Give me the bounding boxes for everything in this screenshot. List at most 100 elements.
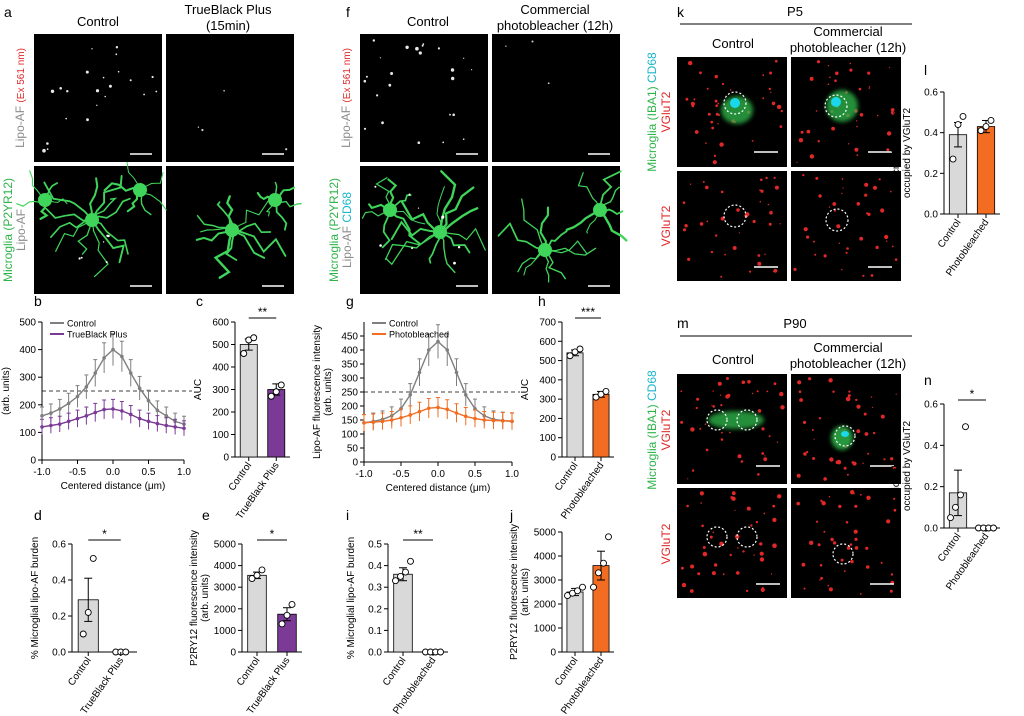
speckle bbox=[840, 558, 844, 562]
microglia-process bbox=[521, 198, 546, 251]
speckle bbox=[129, 79, 132, 82]
speckle bbox=[726, 393, 731, 398]
panel-k-row2-label: VGluT2 bbox=[659, 205, 673, 246]
data-point bbox=[155, 408, 160, 413]
speckle bbox=[91, 48, 93, 50]
data-point bbox=[250, 334, 258, 342]
y-axis-label: (arb. units) bbox=[323, 368, 334, 416]
speckle bbox=[720, 404, 723, 407]
microglia-process bbox=[565, 208, 602, 231]
x-tick-label: Control bbox=[66, 655, 94, 688]
speckle bbox=[773, 382, 777, 386]
panel-k-microglia bbox=[721, 90, 858, 232]
speckle bbox=[715, 104, 718, 107]
panel-f-lipoaf-speckles bbox=[363, 39, 550, 144]
x-tick-label: Control bbox=[381, 655, 409, 688]
panel-f-col2-header: Commercial bbox=[520, 2, 589, 17]
speckle bbox=[856, 125, 858, 128]
speckle bbox=[880, 208, 885, 213]
speckle bbox=[418, 51, 422, 55]
speckle bbox=[856, 404, 861, 409]
y-axis-label: occupied by VGluT2 bbox=[902, 421, 913, 511]
speckle bbox=[768, 87, 771, 91]
speckle bbox=[46, 142, 49, 145]
y-tick-label: 0.6 bbox=[924, 88, 938, 99]
speckle bbox=[764, 455, 766, 457]
speckle bbox=[890, 190, 892, 193]
speckle bbox=[815, 110, 818, 112]
speckle bbox=[749, 270, 752, 273]
data-point bbox=[954, 121, 962, 128]
speckle bbox=[86, 118, 89, 122]
speckle bbox=[846, 247, 849, 250]
speckle bbox=[823, 254, 827, 258]
data-point bbox=[277, 381, 285, 389]
data-point bbox=[426, 348, 431, 352]
panel-letter-g: g bbox=[346, 293, 354, 309]
data-point bbox=[40, 425, 44, 429]
data-point bbox=[407, 557, 414, 565]
microglia-process bbox=[55, 219, 93, 252]
microglia-process bbox=[91, 219, 125, 264]
panel-letter-d: d bbox=[34, 507, 42, 523]
speckle bbox=[441, 215, 445, 219]
speckle bbox=[823, 530, 826, 533]
speckle bbox=[737, 547, 739, 549]
panel-letter-n: n bbox=[924, 372, 932, 388]
speckle bbox=[841, 268, 843, 271]
speckle bbox=[852, 461, 857, 466]
y-axis-label: Lipo-AF fluorescence intensity bbox=[0, 324, 1, 458]
speckle bbox=[745, 589, 749, 593]
data-point bbox=[283, 611, 291, 619]
speckle bbox=[681, 582, 687, 588]
y-tick-label: 400 bbox=[539, 375, 556, 386]
speckle bbox=[729, 89, 732, 91]
data-point bbox=[111, 347, 115, 352]
speckle bbox=[806, 450, 809, 454]
bar-chart-h: 0100200300400500600700ControlPhotobleach… bbox=[520, 305, 614, 521]
speckle bbox=[769, 210, 773, 215]
speckle bbox=[803, 452, 807, 456]
y-tick-label: 0.5 bbox=[368, 540, 382, 551]
speckle bbox=[836, 224, 841, 229]
panel-m-col1-header: Control bbox=[712, 352, 754, 367]
bar bbox=[239, 344, 258, 458]
speckle bbox=[381, 121, 384, 125]
speckle bbox=[886, 519, 891, 524]
speckle bbox=[890, 573, 894, 576]
speckle bbox=[724, 253, 726, 256]
data-point bbox=[982, 123, 990, 131]
speckle bbox=[78, 257, 81, 260]
data-point bbox=[380, 419, 385, 424]
speckle bbox=[818, 417, 822, 420]
speckle bbox=[859, 236, 864, 241]
speckle bbox=[760, 587, 765, 593]
x-tick-label: 0.0 bbox=[106, 467, 120, 478]
y-axis-label: % Microglia volume bbox=[891, 422, 902, 509]
speckle bbox=[847, 394, 851, 398]
speckle bbox=[796, 473, 801, 478]
data-point bbox=[576, 345, 584, 353]
x-tick-label: Control bbox=[553, 655, 581, 688]
speckle bbox=[876, 114, 879, 117]
data-point bbox=[137, 416, 142, 421]
data-point bbox=[417, 370, 422, 375]
data-point bbox=[491, 418, 496, 423]
y-tick-label: 500 bbox=[19, 318, 36, 329]
y-tick-label: 700 bbox=[539, 318, 556, 329]
speckle bbox=[863, 412, 867, 416]
speckle bbox=[773, 268, 778, 273]
speckle bbox=[705, 448, 709, 452]
x-tick-label: Control bbox=[235, 655, 263, 688]
speckle bbox=[762, 97, 765, 100]
speckle bbox=[712, 531, 715, 534]
x-tick-label: -1.0 bbox=[355, 469, 373, 480]
data-point bbox=[173, 425, 177, 429]
panel-a-row2-label: Microglia (P2YR12) bbox=[1, 178, 15, 282]
speckle bbox=[706, 220, 709, 223]
speckle bbox=[865, 546, 869, 550]
speckle bbox=[745, 212, 750, 217]
speckle bbox=[780, 109, 783, 113]
panel-f-image-bleached-lipoaf bbox=[492, 34, 620, 162]
speckle bbox=[763, 512, 766, 515]
